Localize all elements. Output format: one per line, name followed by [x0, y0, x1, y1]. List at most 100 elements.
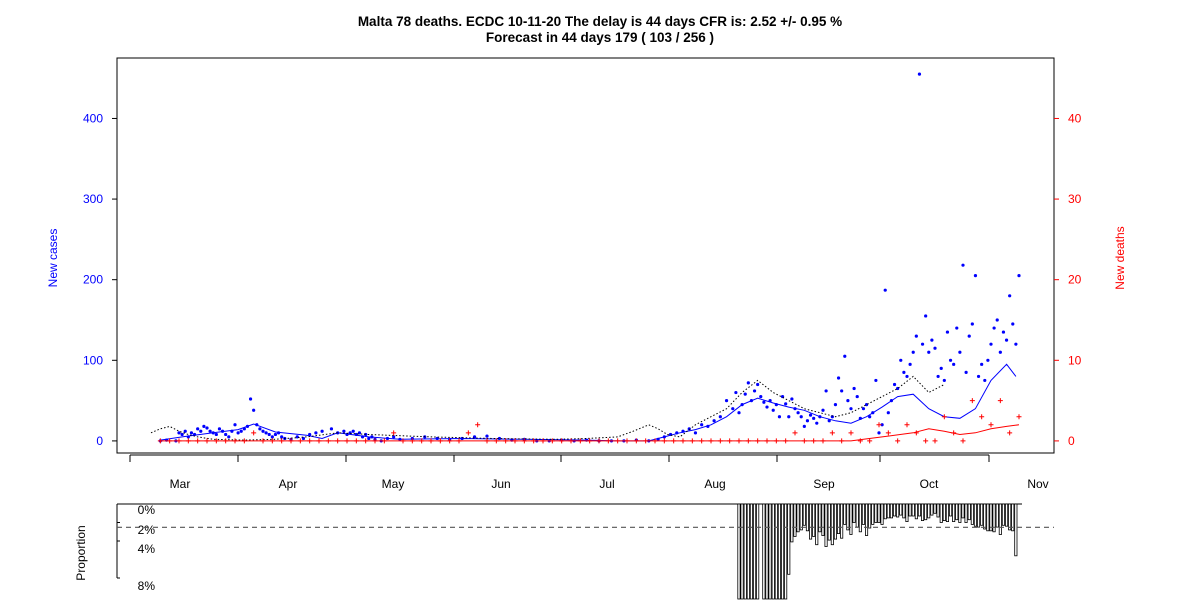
case-point	[964, 370, 968, 374]
death-point	[988, 422, 994, 428]
proportion-bar	[883, 503, 887, 520]
case-point	[233, 423, 237, 427]
proportion-bar	[877, 503, 881, 523]
case-point	[189, 431, 194, 435]
case-point	[320, 429, 324, 433]
case-point	[1008, 294, 1012, 298]
case-point	[1001, 330, 1006, 334]
case-point	[329, 427, 334, 431]
proportion-bar	[768, 503, 772, 600]
chart-subtitle: Forecast in 44 days 179 ( 103 / 256 )	[485, 30, 715, 45]
case-point	[267, 432, 271, 437]
death-point	[829, 430, 835, 436]
case-point	[746, 381, 750, 385]
proportion-bar	[777, 503, 781, 600]
case-point	[485, 434, 489, 438]
proportion-bar	[753, 503, 757, 600]
case-point	[392, 435, 396, 439]
proportion-bar	[945, 503, 949, 523]
y-tick-label: 300	[83, 192, 103, 206]
case-point	[273, 432, 278, 437]
y2-tick-label: 20	[1068, 273, 1082, 287]
proportion-bars	[737, 503, 1018, 600]
case-point	[945, 330, 950, 334]
proportion-bar	[942, 503, 946, 522]
proportion-bar	[1011, 503, 1015, 532]
proportion-bar	[970, 503, 974, 525]
case-point	[852, 386, 856, 391]
proportion-bar	[802, 503, 806, 526]
death-point	[465, 430, 471, 436]
y2-axis-label: New deaths	[1113, 226, 1127, 289]
case-point	[908, 362, 912, 366]
case-point	[765, 405, 769, 409]
proportion-bar	[886, 503, 890, 519]
forecast-line	[150, 375, 945, 441]
case-point	[970, 322, 974, 326]
case-point	[295, 435, 299, 439]
case-point	[824, 389, 828, 393]
case-point	[737, 411, 741, 415]
x-tick-label: Mar	[170, 477, 191, 491]
death-point	[885, 430, 891, 436]
proportion-bar	[992, 503, 996, 533]
case-point	[805, 419, 810, 423]
proportion-bar	[774, 503, 778, 600]
proportion-bar	[905, 503, 909, 523]
proportion-bar	[855, 503, 859, 528]
case-point	[998, 350, 1002, 354]
y-tick-label: 400	[83, 111, 103, 125]
case-point	[224, 432, 228, 437]
case-point	[961, 263, 965, 267]
case-point	[936, 374, 940, 379]
case-point	[693, 431, 698, 435]
proportion-bar	[830, 503, 834, 546]
proportion-bar	[737, 503, 741, 600]
proportion-bar	[902, 503, 906, 519]
case-point	[821, 408, 825, 412]
proportion-bar	[749, 503, 753, 600]
case-point	[199, 429, 203, 433]
y-tick-label: 200	[83, 273, 103, 287]
proportion-bar	[914, 503, 918, 520]
case-point	[905, 374, 909, 379]
case-point	[976, 374, 981, 379]
proportion-bar	[796, 503, 800, 533]
proportion-bar	[889, 503, 893, 519]
proportion-bar	[849, 503, 853, 535]
proportion-bar	[977, 503, 981, 528]
proportion-bar	[874, 503, 878, 523]
proportion-bar	[899, 503, 903, 516]
proportion-bar	[983, 503, 987, 530]
case-point	[877, 431, 881, 435]
case-point	[927, 350, 931, 354]
y2-tick-label: 10	[1068, 353, 1082, 367]
case-point	[239, 429, 243, 433]
x-tick-label: Sep	[813, 477, 835, 491]
proportion-bar	[1005, 503, 1009, 527]
proportion-tick-label: 8%	[138, 579, 156, 593]
proportion-tick-label: 2%	[138, 523, 156, 537]
proportion-bar	[871, 503, 875, 525]
case-point	[958, 350, 962, 354]
proportion-bar	[784, 503, 788, 600]
death-point	[867, 438, 873, 444]
case-point	[236, 431, 240, 435]
case-point	[787, 415, 791, 419]
proportion-bar	[787, 503, 791, 575]
proportion-bar	[852, 503, 856, 523]
case-point	[980, 362, 984, 366]
proportion-bar	[805, 503, 809, 532]
death-point	[1007, 430, 1013, 436]
case-point	[261, 429, 265, 433]
proportion-bar	[868, 503, 872, 529]
case-point	[784, 402, 788, 406]
proportion-bar	[936, 503, 940, 518]
case-point	[892, 382, 897, 387]
x-tick-label: Aug	[704, 477, 725, 491]
proportion-bar	[933, 503, 937, 514]
case-point	[939, 366, 943, 370]
proportion-bar	[846, 503, 850, 531]
case-point	[840, 389, 844, 393]
death-point	[876, 422, 882, 428]
